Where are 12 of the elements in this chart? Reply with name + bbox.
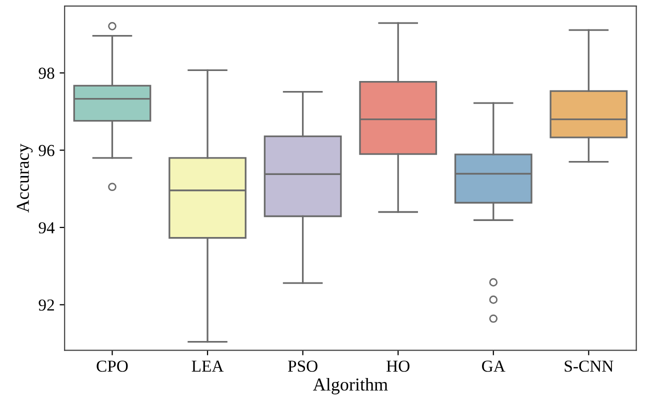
x-tick-label: LEA [192,360,224,372]
y-axis-title: Accuracy [16,144,33,213]
y-tick-label: 96 [38,144,54,156]
x-tick-label: CPO [96,360,128,372]
y-tick-label: 92 [38,299,54,311]
x-axis-title: Algorithm [313,378,388,394]
x-tick-label: PSO [288,360,318,372]
y-tick-label: 98 [38,68,54,79]
y-tick-label: 94 [38,222,55,234]
x-tick-label: HO [386,360,410,372]
x-tick-label: S-CNN [564,360,614,372]
x-tick-label: GA [482,360,506,372]
